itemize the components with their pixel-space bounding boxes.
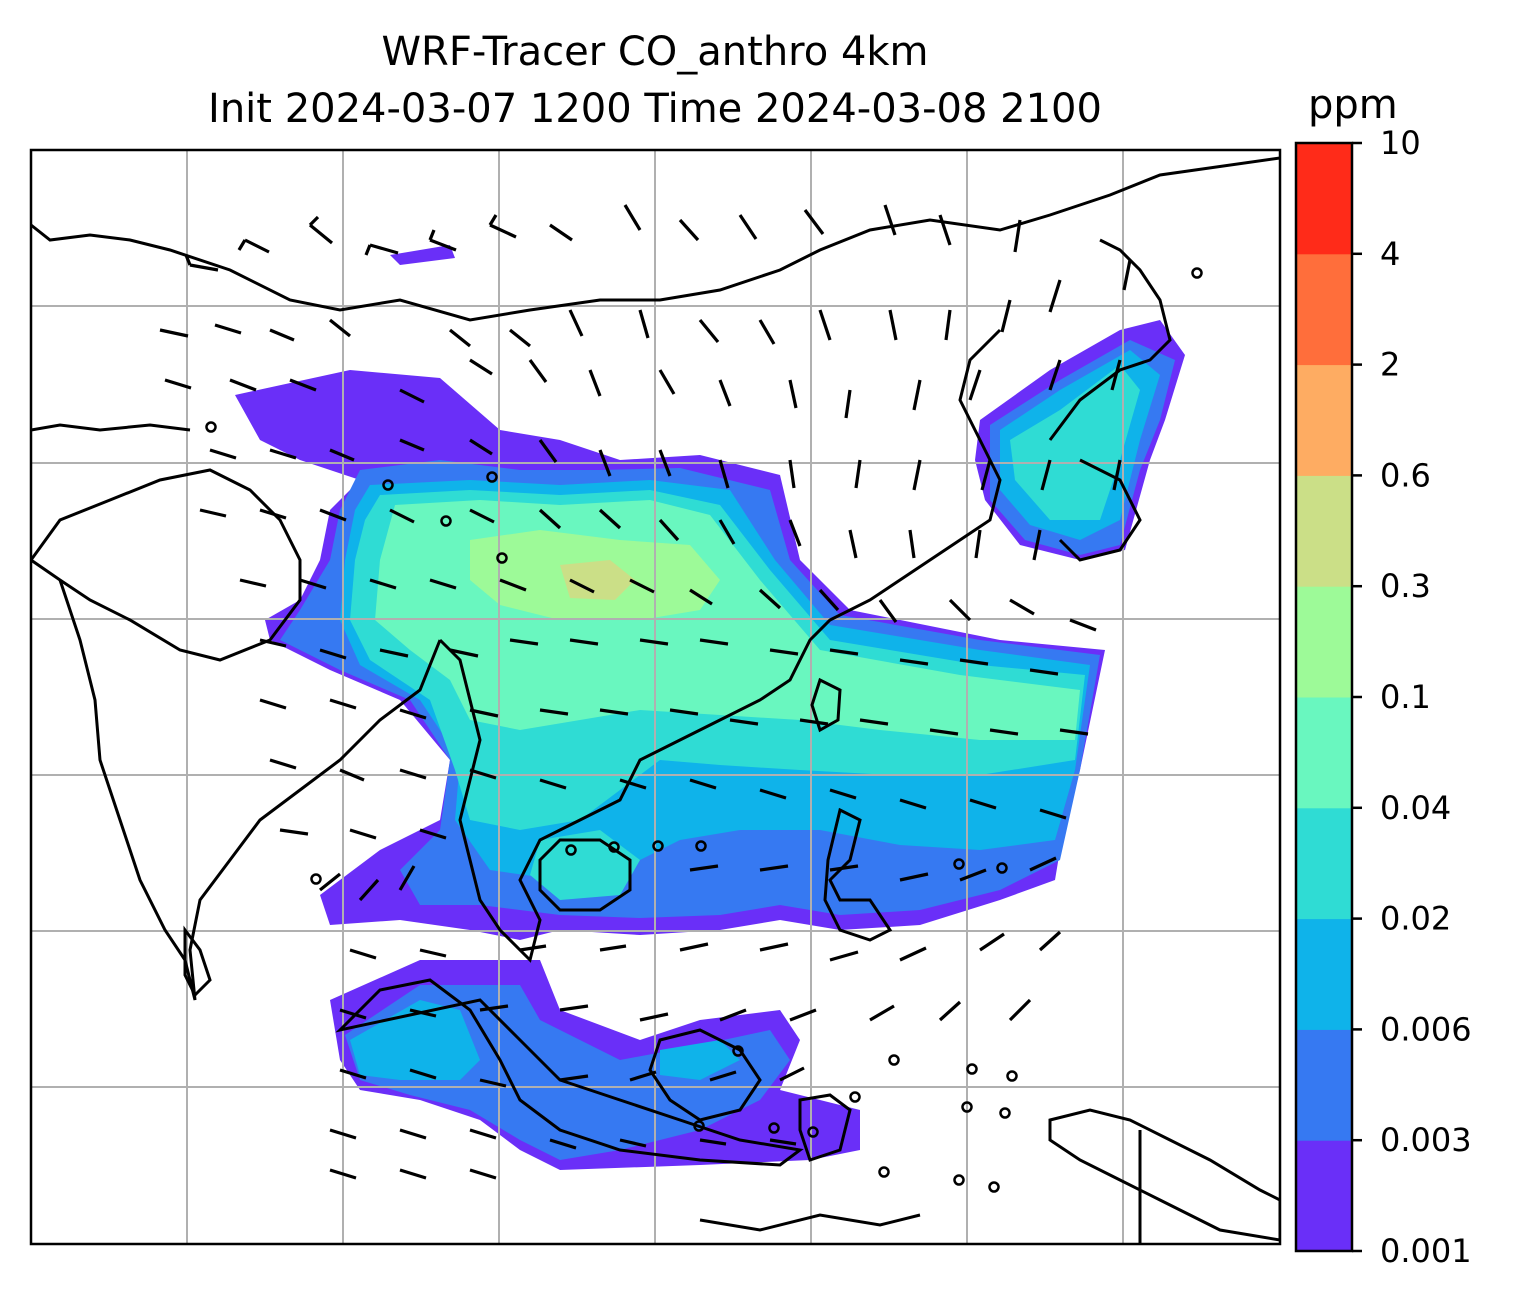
wind-barbs [159,204,1132,1180]
colorbar-tick-label: 0.006 [1380,1010,1472,1048]
colorbar-tick-label: 0.001 [1380,1232,1472,1270]
colorbar-segment [1296,697,1352,809]
colorbar-tick-label: 4 [1380,235,1400,273]
colorbar-segment [1296,364,1352,476]
colorbar-tick-label: 0.003 [1380,1121,1472,1159]
tracer-plume [235,245,1185,1170]
colorbar-tick-label: 0.1 [1380,678,1431,716]
colorbar-tick-label: 0.6 [1380,456,1431,494]
colorbar-segment [1296,807,1352,920]
coastlines [31,156,1280,1244]
colorbar-tick-label: 0.02 [1380,900,1451,938]
colorbar-unit-label: ppm [1308,82,1398,128]
colorbar-segment [1296,475,1352,587]
colorbar-tick-label: 10 [1380,124,1421,162]
colorbar-tick-label: 2 [1380,346,1400,384]
colorbar-tick-label: 0.3 [1380,567,1431,605]
colorbar-segment [1296,918,1352,1030]
colorbar-segment [1296,1029,1352,1141]
map-title-line1: WRF-Tracer CO_anthro 4km [381,29,929,75]
calm-wind-markers [205,267,1203,1193]
colorbar-segment [1296,253,1352,366]
map-title-line2: Init 2024-03-07 1200 Time 2024-03-08 210… [208,86,1102,132]
colorbar-segment [1296,143,1352,255]
map-frame [29,148,1282,1246]
colorbar-segment [1296,1140,1352,1252]
colorbar-segment [1296,586,1352,698]
colorbar-tick-label: 0.04 [1380,789,1451,827]
